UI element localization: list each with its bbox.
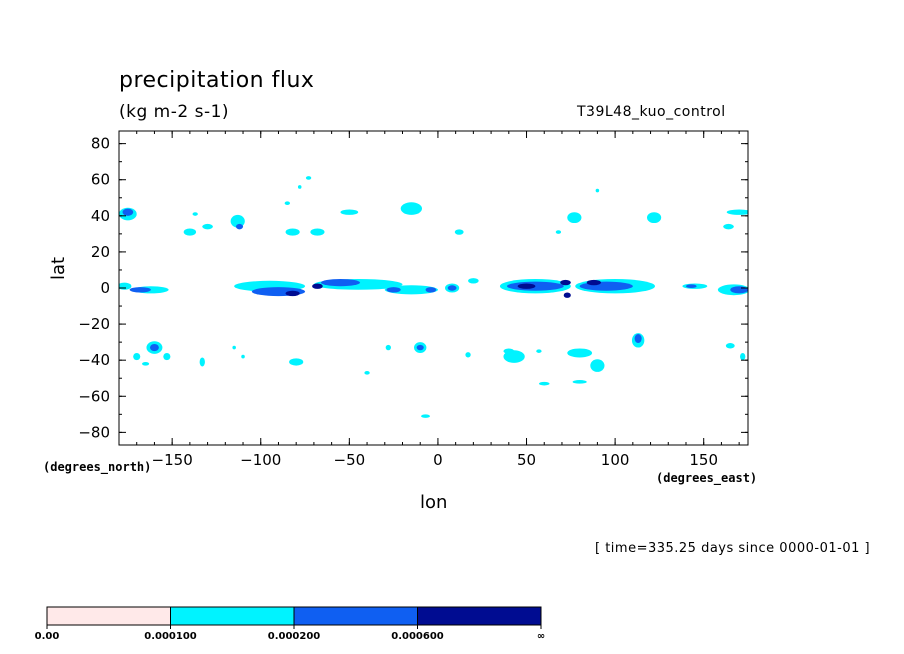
precip-feature-level-2 <box>235 223 244 230</box>
precip-feature-level-1 <box>285 228 300 236</box>
precip-feature-level-1 <box>305 176 312 180</box>
precip-feature-level-1 <box>297 185 302 189</box>
precip-feature-level-1 <box>142 361 150 366</box>
chart-units: (kg m-2 s-1) <box>119 102 230 122</box>
colorbar-label: 0.000100 <box>144 631 197 642</box>
precip-feature-level-2 <box>150 343 159 352</box>
plot-area <box>119 131 748 445</box>
precip-feature-level-1 <box>468 278 479 284</box>
x-units-label: (degrees_east) <box>656 471 758 485</box>
precip-feature-level-2 <box>685 284 697 288</box>
precip-feature-level-1 <box>310 228 325 236</box>
precip-feature-level-2 <box>507 281 564 291</box>
x-tick-label: −150 <box>152 451 193 469</box>
y-tick-label: 60 <box>91 171 110 189</box>
precip-feature-level-1 <box>572 380 587 384</box>
precip-feature-level-1 <box>538 381 550 386</box>
precip-feature-level-1 <box>647 212 662 224</box>
precip-feature-level-1 <box>567 348 593 358</box>
chart-title: precipitation flux <box>119 68 315 93</box>
precip-feature-level-1 <box>555 230 562 234</box>
y-tick-label: −20 <box>78 315 110 333</box>
y-tick-label: −40 <box>78 351 110 369</box>
x-tick-label: 100 <box>601 451 630 469</box>
precip-feature-level-1 <box>726 209 748 215</box>
x-tick-label: 150 <box>689 451 718 469</box>
precip-feature-level-1 <box>725 343 735 349</box>
precip-feature-level-1 <box>340 209 359 215</box>
precip-feature-level-1 <box>202 223 213 230</box>
y-tick-label: −80 <box>78 423 110 441</box>
precip-feature-level-1 <box>133 352 141 361</box>
precip-feature-level-3 <box>285 290 300 297</box>
precip-feature-level-1 <box>163 352 171 361</box>
precip-feature-level-2 <box>634 334 642 344</box>
precip-feature-level-3 <box>517 283 536 289</box>
precip-feature-level-2 <box>129 287 151 293</box>
y-tick-label: 80 <box>91 135 110 153</box>
precip-feature-level-2 <box>386 287 401 293</box>
precip-feature-level-2 <box>416 344 424 351</box>
precip-feature-level-1 <box>465 352 471 358</box>
colorbar-segment <box>46 606 171 626</box>
x-tick-label: 0 <box>433 451 443 469</box>
precip-feature-level-2 <box>730 286 748 294</box>
precip-feature-level-1 <box>740 352 746 361</box>
colorbar-segment <box>417 606 542 626</box>
y-tick-label: 0 <box>100 279 110 297</box>
precip-feature-level-1 <box>289 358 304 366</box>
time-label: [ time=335.25 days since 0000-01-01 ] <box>595 541 871 556</box>
precip-feature-level-1 <box>385 344 391 351</box>
colorbar-label: 0.000200 <box>268 631 321 642</box>
precip-feature-level-1 <box>567 212 582 224</box>
precip-feature-level-1 <box>284 201 290 205</box>
precip-feature-level-1 <box>232 345 236 350</box>
precip-feature-level-1 <box>536 349 542 353</box>
y-units-label: (degrees_north) <box>43 460 152 474</box>
y-tick-label: −60 <box>78 387 110 405</box>
run-label: T39L48_kuo_control <box>577 104 726 120</box>
x-axis-title: lon <box>420 492 448 513</box>
precip-feature-level-2 <box>425 287 437 293</box>
precip-feature-level-1 <box>503 348 515 354</box>
precip-feature-level-2 <box>447 285 457 291</box>
precip-feature-level-2 <box>122 208 134 216</box>
colorbar-label: ∞ <box>537 631 545 642</box>
precip-feature-level-1 <box>454 229 464 235</box>
precip-feature-level-1 <box>364 371 370 375</box>
precip-feature-level-3 <box>563 292 571 298</box>
y-tick-label: 20 <box>91 243 110 261</box>
colorbar-segment <box>293 606 418 626</box>
precip-feature-level-1 <box>723 223 734 230</box>
precip-feature-level-3 <box>312 283 323 289</box>
precip-feature-level-1 <box>199 357 205 367</box>
colorbar-segment <box>170 606 295 626</box>
precip-feature-level-1 <box>241 354 245 359</box>
x-tick-label: −50 <box>334 451 366 469</box>
precip-feature-level-1 <box>590 359 605 372</box>
precip-feature-level-1 <box>192 212 198 216</box>
axes: −150 −100 −50 0 50 100 150 80 60 40 20 0 −20 −40 −60 −8… <box>78 130 749 469</box>
precip-feature-level-1 <box>183 228 197 236</box>
precip-feature-level-1 <box>400 202 422 215</box>
precip-feature-level-2 <box>320 278 360 287</box>
colorbar: 0.00 0.000100 0.000200 0.000600 ∞ <box>35 606 545 642</box>
precip-feature-level-1 <box>384 285 438 295</box>
x-tick-label: 50 <box>517 451 536 469</box>
precip-feature-level-3 <box>586 279 601 286</box>
colorbar-label: 0.000600 <box>391 631 444 642</box>
x-tick-label: −100 <box>240 451 281 469</box>
precip-feature-level-1 <box>421 414 430 418</box>
precip-feature-level-3 <box>560 279 571 286</box>
precip-feature-level-1 <box>595 188 600 193</box>
colorbar-label: 0.00 <box>35 631 60 642</box>
y-tick-label: 40 <box>91 207 110 225</box>
